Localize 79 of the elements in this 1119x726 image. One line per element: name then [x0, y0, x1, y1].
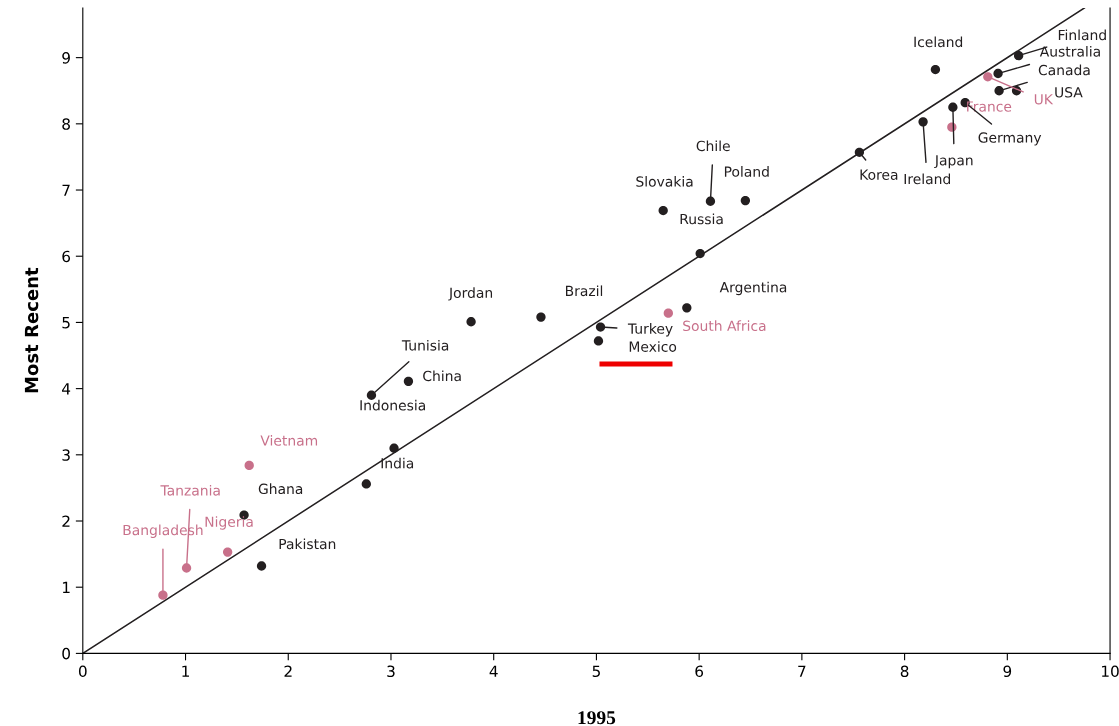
annotation: China	[423, 370, 461, 382]
point	[593, 336, 604, 346]
point	[244, 460, 254, 471]
point	[663, 308, 673, 318]
annotation: Poland	[724, 166, 769, 177]
annotation: Korea	[860, 169, 898, 180]
point	[256, 561, 267, 571]
annotation: Brazil	[566, 285, 603, 297]
point	[536, 312, 546, 322]
x-tick-label: 9	[1003, 665, 1012, 678]
point	[705, 196, 716, 206]
y-tick-label: 7	[62, 184, 70, 196]
point	[158, 590, 168, 600]
annotation: Australia	[1039, 45, 1100, 57]
point	[403, 376, 414, 386]
y-tick-label: 0	[62, 647, 70, 660]
point	[740, 195, 751, 206]
annotation: Tanzania	[160, 484, 220, 496]
point	[918, 117, 928, 127]
annotation: USA	[1055, 87, 1083, 98]
annotation: Argentina	[719, 281, 787, 296]
x-tick-label: 7	[798, 665, 806, 677]
annotation: Jordan	[448, 287, 493, 301]
point	[658, 205, 668, 216]
y-tick-label: 4	[62, 383, 71, 395]
x-tick-label: 5	[592, 665, 600, 678]
point	[181, 563, 192, 573]
y-axis-title: Most Recent	[24, 267, 39, 393]
point	[595, 322, 606, 332]
point	[389, 443, 399, 453]
annotation: Tunisia	[401, 339, 449, 351]
x-tick-label: 4	[489, 665, 498, 677]
y-tick-label: 1	[62, 581, 70, 594]
x-tick-label: 10	[1102, 665, 1119, 678]
x-tick-label: 8	[900, 665, 909, 678]
point	[222, 547, 233, 557]
annotation: Ghana	[258, 483, 303, 495]
annotation: Finland	[1058, 29, 1106, 41]
y-tick-label: 8	[62, 118, 70, 130]
annotation: Germany	[978, 132, 1042, 146]
x-tick-label: 3	[387, 665, 395, 678]
point	[994, 86, 1004, 96]
annotation: Canada	[1038, 64, 1090, 76]
x-tick-label: 0	[78, 665, 87, 678]
annotation: Mexico	[629, 341, 677, 352]
point	[854, 147, 865, 157]
y-tick-label: 9	[62, 52, 70, 64]
point	[682, 303, 692, 313]
annotation: Turkey	[627, 323, 673, 337]
annotation: Ireland	[904, 173, 951, 185]
annotation: Nigeria	[205, 516, 253, 530]
x-tick-label: 6	[695, 665, 704, 678]
x-tick-label: 1	[182, 665, 189, 677]
annotation: Japan	[934, 155, 973, 169]
point	[695, 248, 705, 259]
annotation: South Africa	[683, 320, 766, 332]
x-tick-label: 2	[284, 665, 292, 677]
annotation: Pakistan	[279, 538, 336, 550]
annotation: Slovakia	[636, 176, 693, 187]
annotation: Vietnam	[260, 435, 318, 446]
point	[983, 72, 993, 82]
point	[948, 102, 958, 112]
point	[366, 390, 377, 400]
point	[361, 479, 371, 489]
y-tick-label: 6	[62, 250, 71, 263]
y-tick-label: 2	[62, 515, 70, 527]
x-axis-title: 1995	[578, 711, 616, 725]
point	[1013, 50, 1024, 61]
annotation: UK	[1034, 94, 1054, 105]
annotation: Indonesia	[360, 399, 425, 411]
annotation: Chile	[696, 140, 730, 152]
annotation: India	[381, 457, 414, 469]
y-tick-label: 3	[62, 449, 70, 461]
y-tick-label: 5	[62, 317, 70, 329]
annotation: Iceland	[914, 36, 963, 48]
annotation: Russia	[680, 213, 723, 225]
point	[466, 317, 476, 327]
point	[930, 64, 941, 75]
point	[993, 68, 1003, 79]
